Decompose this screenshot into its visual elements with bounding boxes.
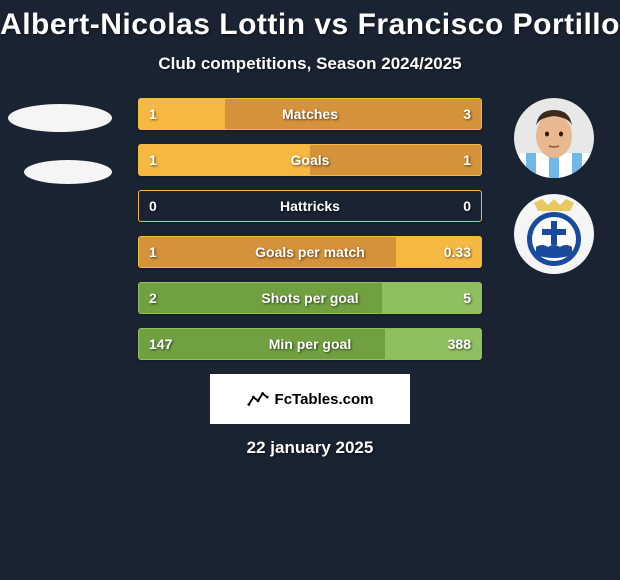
stat-row: 0 Hattricks 0 [138,190,482,222]
brand-text: FcTables.com [275,391,374,408]
stat-left-value: 1 [149,152,157,168]
right-player-photos [502,98,612,290]
right-player-photo [514,98,594,178]
stats-area: 1 Matches 3 1 Goals 1 0 Hattricks 0 1 Goals per ma… [0,98,620,358]
club-crest-icon [524,199,584,269]
stat-row: 2 Shots per goal 5 [138,282,482,314]
stat-left-value: 1 [149,244,157,260]
stat-left-value: 2 [149,290,157,306]
left-club-crest-placeholder [24,160,112,184]
stat-row: 1 Matches 3 [138,98,482,130]
season-subtitle: Club competitions, Season 2024/2025 [0,54,620,74]
stat-right-value: 0.33 [444,244,471,260]
footer-date: 22 january 2025 [0,438,620,458]
bar-fill-right [225,99,482,129]
comparison-card: Albert-Nicolas Lottin vs Francisco Porti… [0,0,620,466]
stat-label: Matches [282,106,338,122]
stat-right-value: 0 [463,198,471,214]
stat-left-value: 147 [149,336,172,352]
left-player-photos [8,98,118,200]
left-player-photo-placeholder [8,104,112,132]
right-club-crest [514,194,594,274]
page-title: Albert-Nicolas Lottin vs Francisco Porti… [0,8,620,42]
stat-right-value: 1 [463,152,471,168]
bar-fill-right [310,145,481,175]
stat-left-value: 0 [149,198,157,214]
stat-row: 1 Goals 1 [138,144,482,176]
stat-right-value: 3 [463,106,471,122]
stat-label: Min per goal [269,336,351,352]
stat-left-value: 1 [149,106,157,122]
stat-row: 147 Min per goal 388 [138,328,482,360]
stat-label: Goals [291,152,330,168]
player-portrait-icon [514,98,594,178]
stat-right-value: 388 [448,336,471,352]
stat-label: Shots per goal [261,290,358,306]
brand-badge[interactable]: FcTables.com [210,374,410,424]
stat-row: 1 Goals per match 0.33 [138,236,482,268]
stat-bars: 1 Matches 3 1 Goals 1 0 Hattricks 0 1 Goals per ma… [138,98,482,374]
bar-fill-left [139,145,310,175]
stat-label: Hattricks [280,198,340,214]
stat-label: Goals per match [255,244,365,260]
chart-icon [247,388,269,410]
stat-right-value: 5 [463,290,471,306]
